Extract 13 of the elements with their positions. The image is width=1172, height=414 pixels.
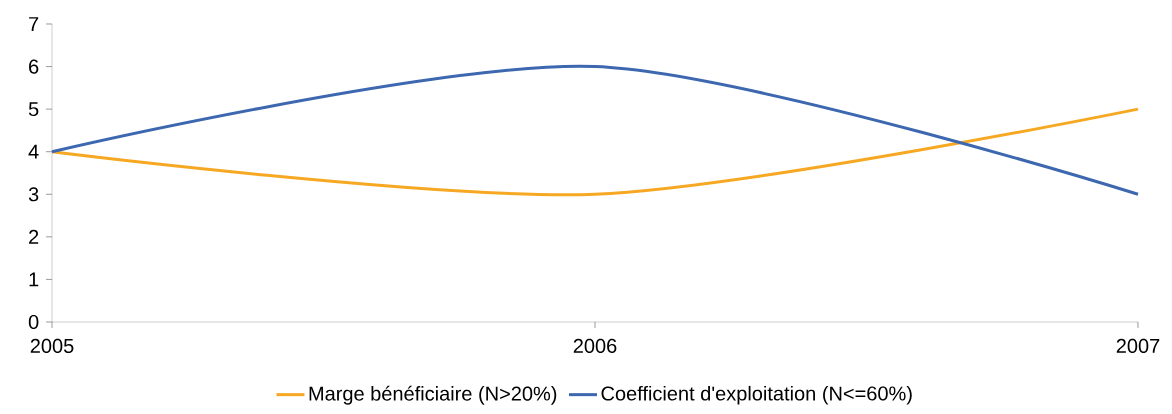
x-tick-label: 2006 xyxy=(573,338,617,354)
x-tick-label: 2007 xyxy=(1116,338,1160,354)
y-tick-label: 5 xyxy=(28,102,39,117)
y-tick-label: 3 xyxy=(28,187,39,202)
y-tick-label: 6 xyxy=(29,59,39,74)
y-tick-label: 1 xyxy=(29,272,39,287)
y-tick-label: 0 xyxy=(28,314,39,330)
legend-label: Marge bénéficiaire (N>20%) xyxy=(309,385,557,405)
y-tick-label: 2 xyxy=(29,229,39,244)
legend-label: Coefficient d'exploitation (N<=60%) xyxy=(601,385,912,405)
y-tick-label: 4 xyxy=(28,144,39,159)
y-tick-label: 7 xyxy=(29,17,39,31)
x-tick-label: 2005 xyxy=(30,338,74,354)
